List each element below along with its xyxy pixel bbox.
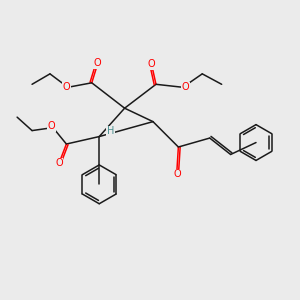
Text: O: O xyxy=(173,169,181,179)
Text: H: H xyxy=(107,126,114,136)
Text: O: O xyxy=(48,121,55,131)
Text: O: O xyxy=(182,82,189,92)
Text: O: O xyxy=(148,59,155,69)
Text: O: O xyxy=(55,158,63,168)
Text: O: O xyxy=(63,82,70,92)
Text: O: O xyxy=(94,58,102,68)
